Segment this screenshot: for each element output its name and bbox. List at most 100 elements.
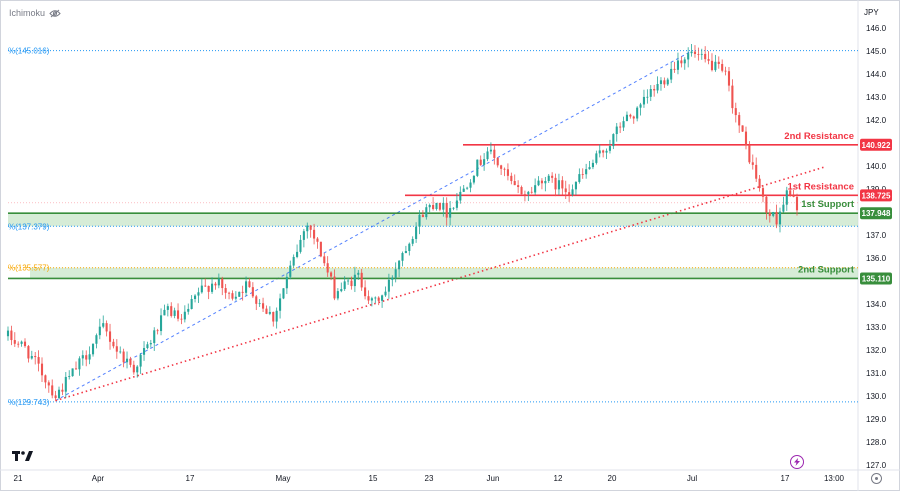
candle-body xyxy=(561,180,564,189)
candle-body xyxy=(445,202,448,218)
candle-body xyxy=(792,195,795,197)
candle-body xyxy=(367,296,370,301)
candle-body xyxy=(622,121,625,128)
candle-body xyxy=(697,53,700,55)
candle-body xyxy=(394,269,397,278)
candle-body xyxy=(275,310,278,322)
candle-body xyxy=(724,70,727,72)
candle-body xyxy=(119,351,122,353)
candle-body xyxy=(425,207,428,218)
candle-body xyxy=(10,330,13,341)
candle-body xyxy=(744,131,748,146)
settings-icon[interactable] xyxy=(871,473,882,484)
price-tick-label: 134.0 xyxy=(866,300,887,309)
candle-body xyxy=(510,175,513,182)
time-tick-label: 12 xyxy=(554,474,563,483)
candle-body xyxy=(710,60,714,71)
candle-body xyxy=(183,311,186,320)
candle-body xyxy=(479,159,482,165)
rising-trendline xyxy=(55,166,825,402)
candle-body xyxy=(340,289,343,292)
candle-body xyxy=(384,291,387,296)
candle-body xyxy=(132,364,135,373)
candle-body xyxy=(421,214,424,218)
price-tag-text: 135.110 xyxy=(862,274,891,283)
candle-body xyxy=(557,180,560,190)
candle-body xyxy=(721,63,724,71)
candle-body xyxy=(81,355,84,359)
candle-body xyxy=(122,351,125,363)
candle-body xyxy=(156,330,159,332)
candle-body xyxy=(262,303,265,309)
candle-body xyxy=(241,291,244,293)
candle-body xyxy=(486,151,489,160)
candle-body xyxy=(438,202,441,210)
candle-body xyxy=(78,358,81,370)
price-tick-label: 128.0 xyxy=(866,438,887,447)
candle-body xyxy=(163,309,166,316)
candle-body xyxy=(95,335,98,344)
candle-body xyxy=(323,256,326,264)
candle-body xyxy=(330,272,333,277)
price-tick-label: 140.0 xyxy=(866,162,887,171)
lightning-icon[interactable] xyxy=(790,455,804,469)
candle-body xyxy=(108,331,112,342)
price-tick-label: 143.0 xyxy=(866,93,887,102)
candle-body xyxy=(85,355,88,360)
candle-body xyxy=(176,310,180,319)
price-tick-label: 137.0 xyxy=(866,231,887,240)
candle-body xyxy=(57,389,61,399)
candle-body xyxy=(588,167,591,170)
candle-body xyxy=(197,292,200,296)
price-tick-label: 136.0 xyxy=(866,254,887,263)
candle-body xyxy=(306,225,309,232)
candle-body xyxy=(503,168,506,170)
candle-body xyxy=(411,238,414,244)
candle-body xyxy=(761,188,765,197)
candle-body xyxy=(20,341,23,344)
candle-body xyxy=(105,323,108,332)
level-name-label: 2nd Resistance xyxy=(784,131,854,142)
fib-level-label: %(129.743) xyxy=(8,398,50,407)
candle-body xyxy=(751,162,754,165)
candle-body xyxy=(768,212,771,216)
price-tick-label: 133.0 xyxy=(866,323,887,332)
candle-body xyxy=(547,175,550,181)
eye-icon[interactable] xyxy=(49,9,61,18)
candle-body xyxy=(23,341,27,347)
candle-body xyxy=(166,306,169,310)
currency-label: JPY xyxy=(864,8,879,17)
candle-body xyxy=(374,297,377,299)
candle-body xyxy=(381,295,384,301)
candle-body xyxy=(520,187,523,195)
candle-body xyxy=(707,59,710,61)
candle-body xyxy=(731,85,734,109)
time-tick-label: 17 xyxy=(781,474,790,483)
candle-body xyxy=(571,189,574,195)
time-tick-label: Apr xyxy=(92,474,105,483)
candle-body xyxy=(204,285,207,287)
candle-body xyxy=(265,308,268,314)
candle-body xyxy=(248,281,251,288)
time-tick-label: 15 xyxy=(369,474,378,483)
candle-body xyxy=(343,281,346,290)
candle-body xyxy=(139,354,142,367)
candle-body xyxy=(472,175,475,183)
price-tick-label: 144.0 xyxy=(866,70,887,79)
candle-body xyxy=(214,283,217,286)
candle-body xyxy=(88,354,91,360)
candle-body xyxy=(428,205,431,208)
candle-body xyxy=(591,162,594,168)
candle-body xyxy=(629,114,632,117)
candle-body xyxy=(612,134,615,147)
candle-body xyxy=(401,253,404,261)
candle-body xyxy=(91,343,95,355)
candle-body xyxy=(170,306,173,316)
candle-body xyxy=(234,296,237,299)
candle-body xyxy=(299,239,302,252)
candle-body xyxy=(64,376,67,392)
price-tag-text: 140.922 xyxy=(862,141,891,150)
price-tick-label: 146.0 xyxy=(866,24,887,33)
candle-body xyxy=(551,175,554,178)
